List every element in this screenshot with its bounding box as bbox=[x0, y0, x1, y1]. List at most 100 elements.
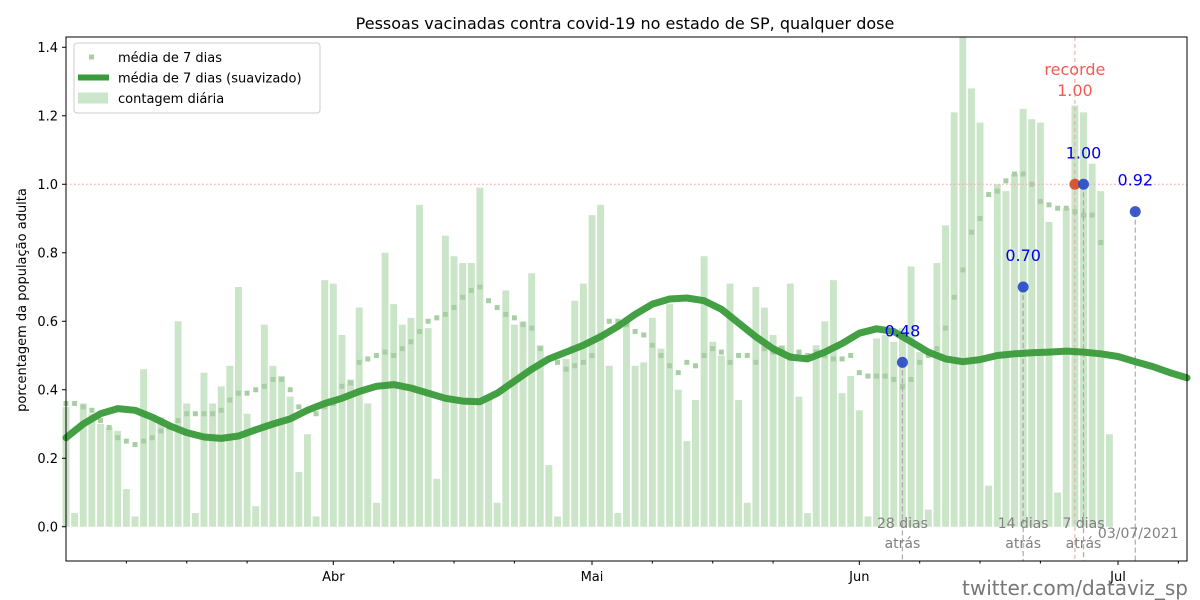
daily-bar bbox=[761, 307, 768, 527]
daily-bar bbox=[183, 403, 191, 527]
weekly-avg-point bbox=[287, 387, 293, 393]
weekly-avg-point bbox=[684, 359, 690, 365]
daily-bar bbox=[614, 513, 622, 527]
daily-bar bbox=[579, 283, 587, 527]
daily-bar bbox=[683, 441, 691, 527]
daily-bar bbox=[786, 283, 794, 527]
daily-bar bbox=[554, 516, 561, 527]
marker-value-label: 0.48 bbox=[885, 321, 921, 340]
marker-guide-label: 7 dias atrás bbox=[1063, 516, 1105, 552]
daily-bar bbox=[1097, 191, 1105, 527]
weekly-avg-point bbox=[692, 363, 698, 369]
weekly-avg-point bbox=[960, 267, 966, 273]
daily-bar bbox=[502, 290, 510, 527]
daily-bar bbox=[812, 345, 820, 527]
weekly-avg-point bbox=[520, 322, 526, 328]
weekly-avg-point bbox=[244, 390, 250, 396]
weekly-avg-point bbox=[503, 311, 509, 317]
daily-bar bbox=[890, 341, 898, 527]
weekly-avg-point bbox=[373, 353, 379, 359]
weekly-avg-point bbox=[382, 349, 388, 355]
daily-bar bbox=[252, 506, 260, 527]
guide-lines bbox=[901, 37, 1136, 561]
daily-bar bbox=[1002, 191, 1010, 527]
weekly-avg-point bbox=[227, 397, 233, 403]
daily-bar bbox=[769, 334, 777, 527]
daily-bar bbox=[303, 434, 311, 527]
weekly-avg-point bbox=[908, 376, 914, 382]
weekly-avg-point bbox=[830, 356, 836, 362]
daily-bar bbox=[467, 263, 475, 527]
x-month-label: Mai bbox=[581, 570, 604, 585]
weekly-avg-point bbox=[615, 318, 621, 324]
weekly-avg-point bbox=[649, 342, 655, 348]
marker-date-label: 03/07/2021 bbox=[1098, 526, 1179, 542]
daily-bar bbox=[226, 365, 234, 527]
daily-bar bbox=[933, 263, 941, 527]
daily-bar bbox=[433, 478, 441, 527]
legend: média de 7 dias média de 7 dias (suavizad… bbox=[73, 42, 321, 114]
daily-bar bbox=[191, 513, 199, 527]
weekly-avg-point bbox=[917, 359, 923, 365]
weekly-avg-point bbox=[1003, 178, 1009, 184]
daily-bar bbox=[700, 256, 708, 527]
daily-bar bbox=[1088, 163, 1096, 527]
weekly-avg-point bbox=[632, 329, 638, 335]
daily-bar bbox=[441, 235, 449, 527]
marker-value-label: 0.92 bbox=[1117, 171, 1153, 190]
weekly-avg-point bbox=[891, 376, 897, 382]
legend-label: contagem diária bbox=[118, 92, 224, 107]
daily-bar bbox=[795, 396, 803, 527]
daily-bar bbox=[105, 427, 113, 527]
weekly-avg-point bbox=[624, 322, 629, 328]
daily-bar bbox=[1054, 492, 1062, 527]
weekly-avg-point bbox=[460, 294, 466, 300]
legend-box bbox=[73, 42, 321, 114]
daily-bar bbox=[1019, 108, 1027, 527]
weekly-avg-point bbox=[1055, 205, 1061, 211]
daily-bar bbox=[536, 345, 544, 527]
daily-bar bbox=[692, 400, 699, 527]
weekly-avg-point bbox=[123, 438, 129, 444]
daily-bar bbox=[390, 304, 398, 527]
weekly-avg-point bbox=[511, 315, 517, 321]
daily-bar bbox=[752, 287, 760, 527]
daily-bar bbox=[976, 122, 984, 527]
daily-bar bbox=[907, 266, 915, 527]
daily-bar bbox=[235, 287, 242, 527]
weekly-avg-point bbox=[1020, 171, 1026, 177]
weekly-avg-point bbox=[149, 435, 155, 441]
weekly-avg-point bbox=[72, 400, 78, 406]
marker-value-label: 0.70 bbox=[1005, 246, 1041, 265]
weekly-avg-point bbox=[1089, 212, 1095, 218]
weekly-avg-point bbox=[132, 442, 138, 448]
daily-bar bbox=[209, 403, 217, 527]
daily-bar bbox=[1080, 112, 1087, 527]
plot-frame bbox=[65, 36, 1188, 562]
daily-bar bbox=[166, 427, 173, 527]
weekly-avg-point bbox=[1098, 239, 1104, 245]
weekly-avg-point bbox=[856, 370, 862, 376]
weekly-avg-point bbox=[339, 383, 345, 389]
daily-bar bbox=[855, 410, 863, 527]
daily-bar bbox=[717, 355, 725, 527]
daily-bar bbox=[804, 513, 812, 527]
daily-bar bbox=[847, 376, 855, 527]
weekly-avg-point bbox=[417, 329, 423, 335]
weekly-avg-point bbox=[451, 305, 457, 311]
daily-bar bbox=[924, 509, 932, 527]
y-tick-label: 1.4 bbox=[37, 41, 58, 56]
weekly-avg-point bbox=[89, 407, 95, 413]
weekly-avg-point bbox=[201, 411, 207, 417]
y-tick-label: 0.4 bbox=[37, 383, 58, 398]
weekly-avg-point bbox=[934, 346, 940, 352]
weekly-avg-point bbox=[365, 356, 371, 362]
weekly-avg-point bbox=[848, 353, 854, 359]
weekly-avg-point bbox=[296, 404, 302, 410]
daily-bar bbox=[381, 252, 389, 527]
annotation-markers bbox=[896, 178, 1141, 368]
daily-bar bbox=[519, 321, 527, 527]
daily-bar bbox=[631, 365, 639, 527]
daily-bar bbox=[881, 334, 889, 527]
weekly-avg-point bbox=[874, 373, 880, 379]
